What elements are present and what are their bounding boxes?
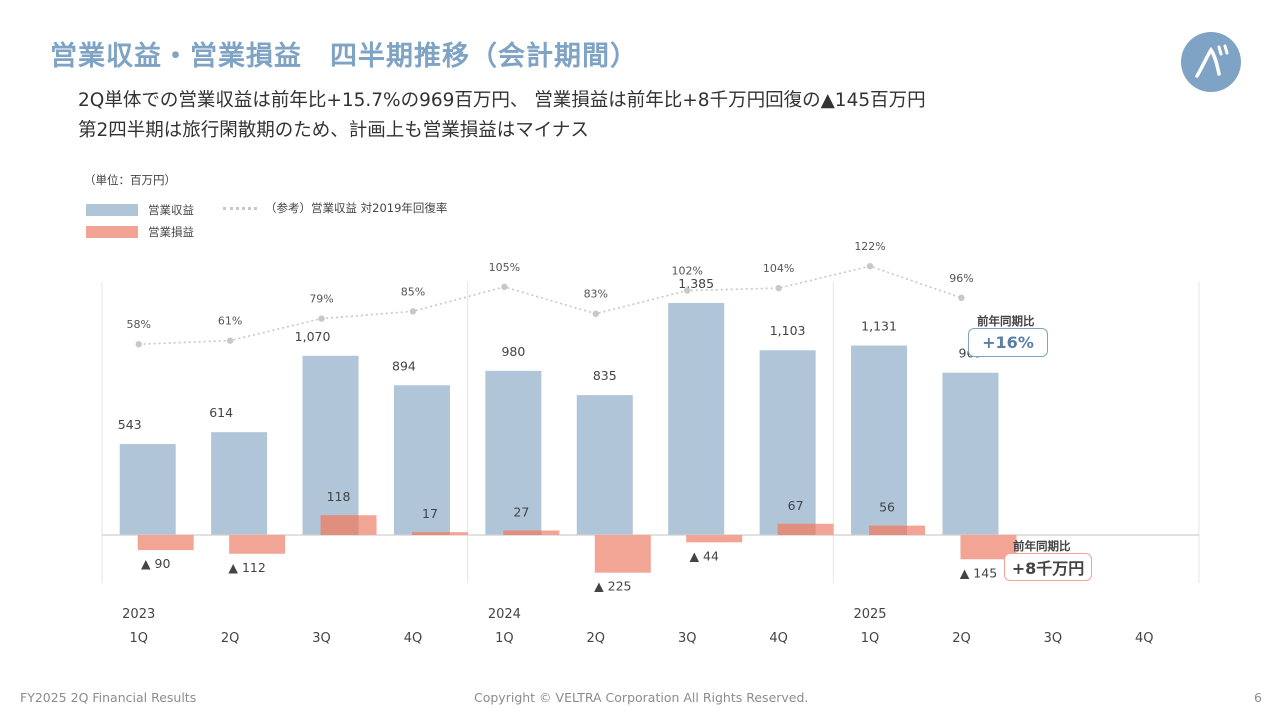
summary-line-1: 2Q単体での営業収益は前年比+15.7%の969百万円、 営業損益は前年比+8千… [78,90,926,111]
revenue-bar [851,345,908,535]
recovery-rate-point [226,337,234,344]
recovery-rate-point [958,294,965,302]
profit-bar [686,535,743,543]
recovery-rate-label: 122% [854,240,885,253]
recovery-rate-label: 85% [401,285,425,298]
recovery-rate-label: 61% [218,315,242,328]
profit-value-label: ▲ 90 [141,556,171,571]
profit-bar-overlap [869,525,908,535]
quarter-label: 1Q [129,631,148,646]
profit-bar-overlap [777,523,816,535]
revenue-yoy-label: 前年同期比 [977,314,1035,328]
profit-bar-overlap [411,532,450,535]
quarter-label: 3Q [678,631,697,646]
profit-yoy-box: +8千万円 [1004,553,1092,581]
profit-value-label: ▲ 225 [594,579,631,594]
recovery-rate-point [135,341,142,348]
profit-bar-overlap [503,530,542,535]
year-label: 2025 [853,607,886,622]
summary-line-2: 第2四半期は旅行閑散期のため、計画上も営業損益はマイナス [78,120,589,141]
profit-yoy-label: 前年同期比 [1013,539,1071,553]
profit-bar [229,535,286,554]
unit-label: （単位：百万円） [84,173,176,187]
profit-value-label: 56 [879,500,895,515]
quarter-label: 1Q [495,631,514,646]
revenue-bar [119,444,176,535]
legend-recovery: （参考）営業収益 対2019年回復率 [223,200,447,216]
recovery-rate-point [318,315,325,322]
profit-bar [594,535,651,573]
revenue-value-label: 835 [593,368,617,383]
revenue-bar [211,432,268,535]
revenue-value-label: 894 [392,358,416,373]
revenue-bar [576,395,633,535]
profit-value-label: ▲ 112 [228,560,265,575]
quarter-label: 4Q [769,631,788,646]
legend-revenue-swatch [86,204,138,216]
year-label: 2023 [122,607,155,622]
quarter-label: 4Q [404,631,423,646]
recovery-rate-label: 83% [584,288,608,301]
profit-value-label: 67 [788,498,804,513]
legend-recovery-label: （参考）営業収益 対2019年回復率 [265,201,448,215]
recovery-rate-label: 102% [671,265,702,278]
profit-value-label: 118 [327,489,351,504]
legend-profit-label: 営業損益 [148,225,194,239]
recovery-rate-point [775,284,782,292]
legend-recovery-swatch [223,206,257,210]
profit-value-label: ▲ 44 [689,548,719,563]
quarter-label: 2Q [587,631,606,646]
revenue-value-label: 1,070 [295,329,331,344]
quarter-label: 2Q [952,631,971,646]
year-label: 2024 [488,607,521,622]
footer-report-name: FY2025 2Q Financial Results [20,690,197,705]
profit-value-label: 27 [513,504,529,519]
recovery-rate-point [684,287,691,294]
revenue-value-label: 1,131 [861,319,897,334]
revenue-bar [668,303,725,535]
recovery-rate-point [866,262,874,270]
recovery-rate-label: 105% [489,261,520,274]
revenue-bar [759,350,816,535]
revenue-value-label: 1,103 [770,323,806,338]
revenue-value-label: 614 [209,405,233,420]
quarter-label: 2Q [221,631,240,646]
veltra-logo-icon [1181,32,1241,92]
recovery-rate-label: 104% [763,262,794,275]
revenue-bar [485,370,542,535]
profit-bar-overlap [320,515,359,535]
recovery-rate-point [409,308,417,315]
page-number: 6 [1254,690,1262,705]
recovery-rate-point [501,283,508,291]
recovery-rate-point [592,310,599,317]
revenue-value-label: 980 [501,344,525,359]
profit-bar [137,535,194,551]
revenue-value-label: 1,385 [678,276,714,291]
profit-value-label: ▲ 145 [960,565,997,580]
legend-revenue-label: 営業収益 [148,203,194,217]
revenue-bar [302,355,359,535]
legend-profit-swatch [86,226,138,238]
legend-profit: 営業損益 [86,224,194,240]
recovery-rate-label: 96% [949,272,973,285]
quarter-label: 3Q [312,631,331,646]
recovery-rate-label: 79% [309,293,333,306]
quarter-label: 3Q [1044,631,1063,646]
recovery-rate-label: 58% [126,318,150,331]
revenue-bar [942,372,999,535]
recovery-rate-line [138,265,962,346]
quarter-label: 4Q [1135,631,1154,646]
footer-copyright: Copyright © VELTRA Corporation All Right… [474,690,809,705]
revenue-value-label: 543 [118,417,142,432]
quarter-label: 1Q [861,631,880,646]
revenue-yoy-box: +16% [968,328,1048,357]
legend-revenue: 営業収益 [86,202,194,218]
revenue-bar [393,385,450,535]
page-title: 営業収益・営業損益 四半期推移（会計期間） [50,41,638,72]
profit-value-label: 17 [422,506,438,521]
